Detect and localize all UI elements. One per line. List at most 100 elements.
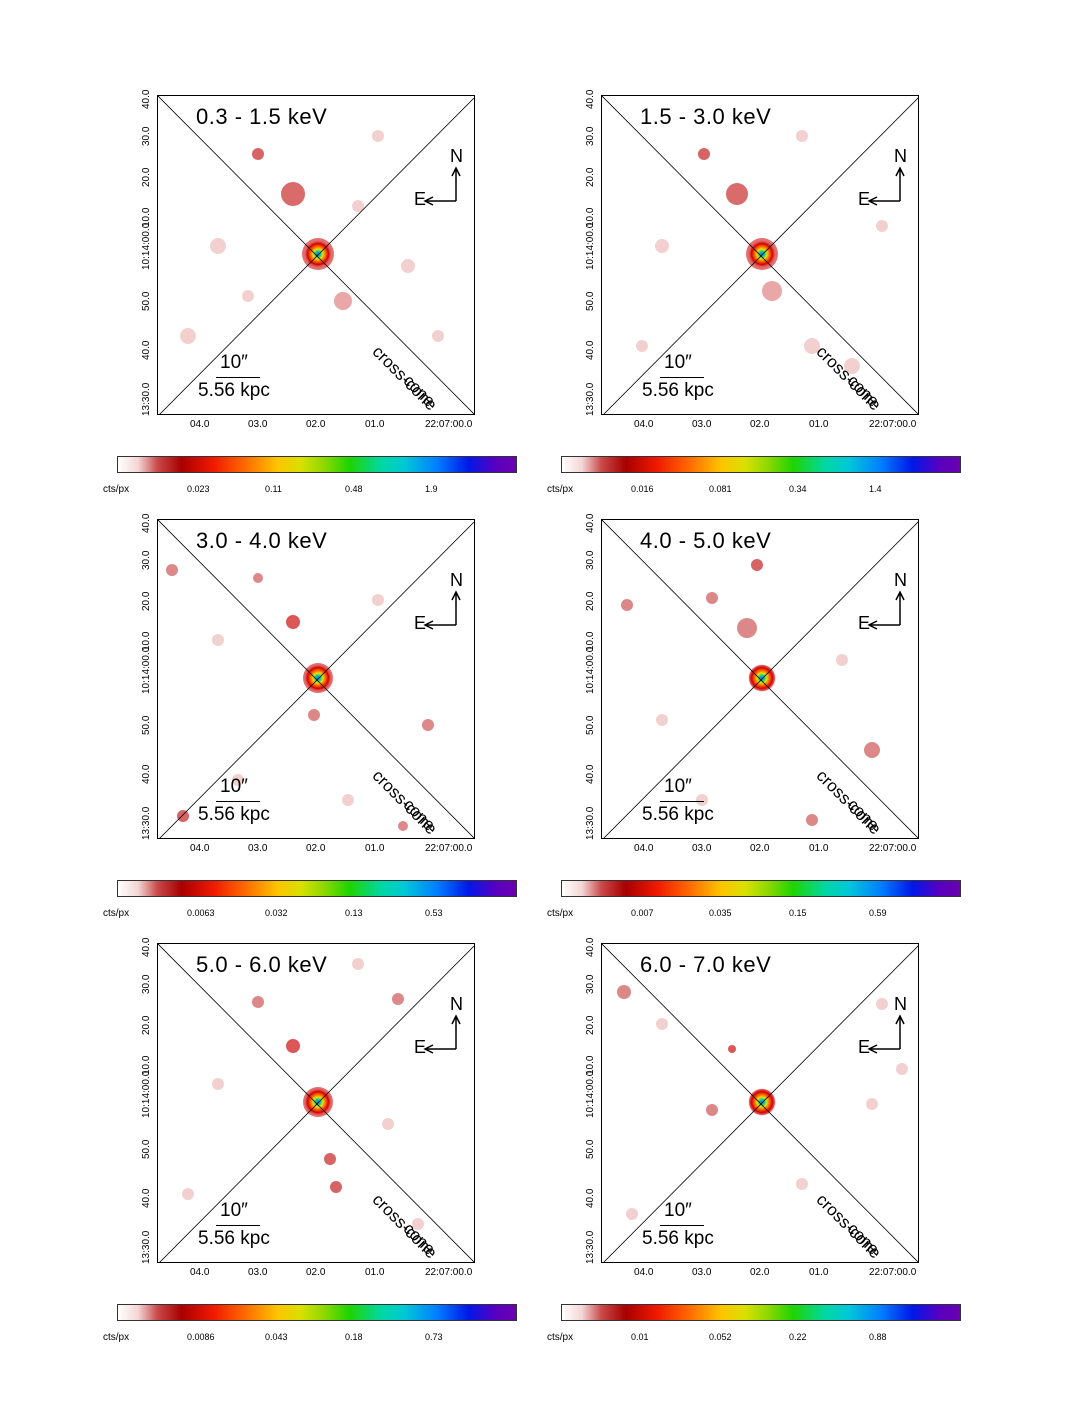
colorbar — [117, 456, 517, 473]
emission-blob — [166, 564, 178, 576]
dec-tick-label: 13:30.0 — [585, 382, 596, 416]
colorbar — [117, 880, 517, 897]
ra-tick-label: 03.0 — [248, 419, 268, 430]
cone-boundary-line — [158, 96, 474, 414]
dec-tick-label: 10.0 — [585, 631, 596, 651]
emission-blob — [806, 814, 818, 826]
colorbar-tick-label: 0.53 — [425, 908, 443, 918]
scale-bar — [216, 377, 260, 378]
cone-boundary-line — [159, 97, 474, 414]
emission-blob — [242, 290, 254, 302]
dec-tick-label: 13:30.0 — [141, 806, 152, 840]
ra-tick-label: 01.0 — [809, 1267, 829, 1278]
dec-tick-label: 40.0 — [585, 340, 596, 360]
scale-bar — [216, 801, 260, 802]
colorbar-unit-label: cts/px — [103, 908, 130, 919]
ra-tick-label: 01.0 — [365, 843, 385, 854]
colorbar-tick-label: 1.4 — [869, 484, 882, 494]
emission-blob — [896, 1063, 908, 1075]
ra-tick-label: 03.0 — [692, 419, 712, 430]
north-label: N — [894, 570, 907, 590]
colorbar-tick-label: 0.01 — [631, 1332, 649, 1342]
dec-tick-label: 30.0 — [141, 550, 152, 570]
north-label: N — [450, 146, 463, 166]
colorbar-tick-label: 0.13 — [345, 908, 363, 918]
nucleus-core — [304, 664, 332, 692]
emission-blob — [796, 130, 808, 142]
dec-tick-label: 50.0 — [585, 291, 596, 311]
nucleus-core — [748, 1088, 776, 1116]
xray-image — [158, 520, 474, 838]
colorbar-tick-label: 0.88 — [869, 1332, 887, 1342]
scale-bar — [660, 1225, 704, 1226]
emission-blob — [281, 182, 305, 206]
dec-tick-label: 20.0 — [141, 591, 152, 611]
dec-tick-label: 10:14:00.0 — [141, 646, 152, 694]
dec-tick-label: 20.0 — [585, 1015, 596, 1035]
dec-tick-label: 40.0 — [141, 764, 152, 784]
dec-tick-label: 10.0 — [141, 207, 152, 227]
ra-tick-label: 22:07:00.0 — [425, 1267, 473, 1278]
east-label: E — [858, 189, 871, 209]
dec-tick-label: 10:14:00.0 — [141, 222, 152, 270]
emission-blob — [180, 328, 196, 344]
dec-tick-label: 13:30.0 — [141, 1230, 152, 1264]
dec-tick-label: 13:30.0 — [141, 382, 152, 416]
emission-blob — [232, 774, 244, 786]
dec-tick-label: 10:14:00.0 — [585, 1070, 596, 1118]
compass-arrows-icon — [423, 590, 461, 630]
east-label: E — [858, 613, 871, 633]
colorbar-tick-label: 0.48 — [345, 484, 363, 494]
ra-tick-label: 02.0 — [306, 419, 326, 430]
nucleus-core — [304, 240, 332, 268]
scale-kpc-label: 5.56 kpc — [642, 380, 714, 401]
emission-blob — [286, 615, 300, 629]
cone-boundary-line — [602, 96, 918, 414]
emission-blob — [876, 998, 888, 1010]
scale-bar — [660, 377, 704, 378]
emission-blob — [796, 1178, 808, 1190]
image-panel: 6.0 - 7.0 keV N E 10″ 5.56 kpc cross-cone cone — [601, 943, 919, 1263]
ra-tick-label: 02.0 — [306, 1267, 326, 1278]
cone-boundary-line — [159, 521, 474, 838]
scale-arcsec-label: 10″ — [664, 1200, 692, 1221]
ra-tick-label: 22:07:00.0 — [869, 1267, 917, 1278]
dec-tick-label: 20.0 — [141, 167, 152, 187]
emission-blob — [372, 130, 384, 142]
north-label: N — [894, 994, 907, 1014]
ra-tick-label: 03.0 — [692, 1267, 712, 1278]
emission-blob — [844, 358, 860, 374]
colorbar-tick-label: 0.016 — [631, 484, 654, 494]
dec-tick-label: 30.0 — [141, 126, 152, 146]
emission-blob — [352, 200, 364, 212]
scale-bar — [216, 1225, 260, 1226]
ra-tick-label: 04.0 — [634, 419, 654, 430]
colorbar — [117, 1304, 517, 1321]
emission-blob — [737, 618, 757, 638]
ra-tick-label: 04.0 — [190, 843, 210, 854]
scale-arcsec-label: 10″ — [220, 352, 248, 373]
scale-arcsec-label: 10″ — [220, 776, 248, 797]
image-panel: 0.3 - 1.5 keV N E 10″ 5.56 kpc cross-cone cone — [157, 95, 475, 415]
emission-blob — [655, 239, 669, 253]
dec-tick-label: 50.0 — [141, 291, 152, 311]
emission-blob — [432, 330, 444, 342]
ra-tick-label: 01.0 — [365, 419, 385, 430]
colorbar — [561, 880, 961, 897]
scale-arcsec-label: 10″ — [664, 776, 692, 797]
colorbar-tick-label: 0.59 — [869, 908, 887, 918]
emission-blob — [412, 1218, 424, 1230]
emission-blob — [804, 338, 820, 354]
colorbar-tick-label: 0.043 — [265, 1332, 288, 1342]
ra-tick-label: 02.0 — [750, 843, 770, 854]
dec-tick-label: 30.0 — [585, 974, 596, 994]
dec-tick-label: 10.0 — [585, 1055, 596, 1075]
cone-boundary-line — [159, 945, 474, 1262]
dec-tick-label: 40.0 — [585, 937, 596, 957]
emission-blob — [726, 183, 748, 205]
emission-blob — [836, 654, 848, 666]
ra-tick-label: 03.0 — [692, 843, 712, 854]
